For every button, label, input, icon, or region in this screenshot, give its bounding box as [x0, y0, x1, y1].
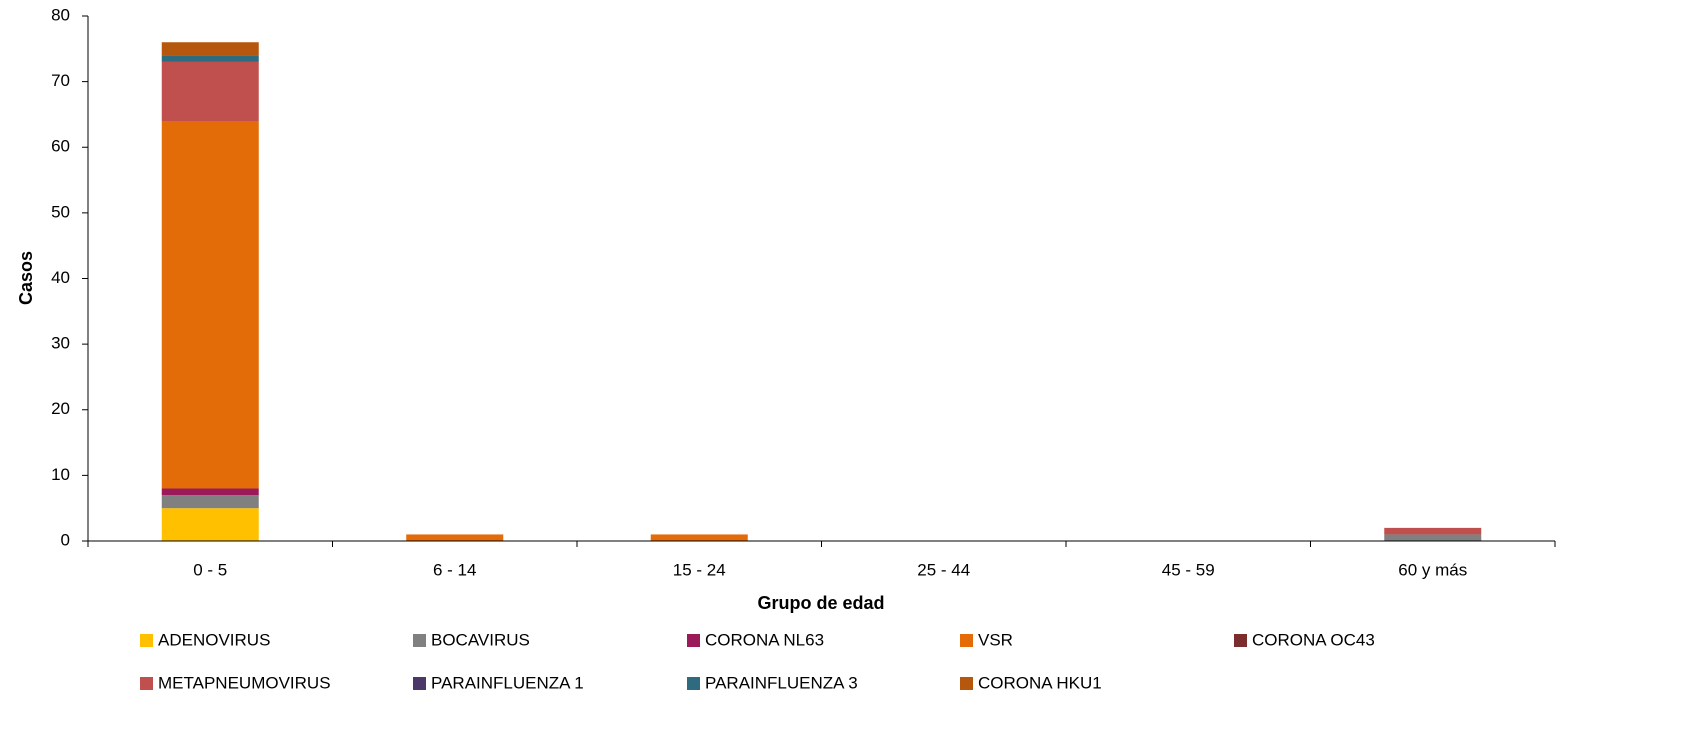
- y-tick-label: 20: [51, 399, 70, 418]
- y-axis-label: Casos: [16, 251, 36, 305]
- bar-segment: [162, 489, 259, 496]
- bar-segment: [162, 55, 259, 62]
- legend-label: CORONA OC43: [1252, 630, 1375, 649]
- bar-segment: [162, 495, 259, 508]
- y-tick-label: 40: [51, 268, 70, 287]
- x-tick-label: 25 - 44: [917, 560, 970, 579]
- chart: Casos Grupo de edad 0 10 20 30 40 50 60 70 80 0 -…: [0, 0, 1698, 751]
- bar-segment: [162, 121, 259, 489]
- y-tick-label: 80: [51, 5, 70, 24]
- legend-label: METAPNEUMOVIRUS: [158, 673, 331, 692]
- x-tick-label: 45 - 59: [1162, 560, 1215, 579]
- legend-swatch: [960, 677, 973, 690]
- x-axis-label: Grupo de edad: [757, 593, 884, 613]
- legend-swatch: [413, 634, 426, 647]
- legend-label: CORONA HKU1: [978, 673, 1102, 692]
- legend-swatch: [960, 634, 973, 647]
- legend-label: VSR: [978, 630, 1013, 649]
- legend-label: CORONA NL63: [705, 630, 824, 649]
- y-tick-label: 50: [51, 202, 70, 221]
- legend-swatch: [140, 677, 153, 690]
- legend-swatch: [1234, 634, 1247, 647]
- bar-segment: [651, 534, 748, 541]
- x-tick-label: 0 - 5: [193, 560, 227, 579]
- legend-swatch: [687, 677, 700, 690]
- y-tick-label: 60: [51, 137, 70, 156]
- bar-segment: [162, 42, 259, 55]
- x-tick-label: 60 y más: [1398, 560, 1467, 579]
- bar-segment: [1384, 534, 1481, 541]
- bar-segment: [162, 508, 259, 541]
- y-tick-label: 10: [51, 465, 70, 484]
- x-tick-label: 15 - 24: [673, 560, 726, 579]
- y-tick-label: 70: [51, 71, 70, 90]
- bar-segment: [162, 62, 259, 121]
- bar-segment: [1384, 528, 1481, 535]
- x-tick-label: 6 - 14: [433, 560, 476, 579]
- legend-label: ADENOVIRUS: [158, 630, 270, 649]
- legend-swatch: [687, 634, 700, 647]
- legend-label: PARAINFLUENZA 3: [705, 673, 858, 692]
- legend-label: BOCAVIRUS: [431, 630, 530, 649]
- y-tick-label: 30: [51, 334, 70, 353]
- bar-segment: [406, 534, 503, 541]
- legend-swatch: [413, 677, 426, 690]
- legend-label: PARAINFLUENZA 1: [431, 673, 584, 692]
- legend-swatch: [140, 634, 153, 647]
- y-tick-label: 0: [61, 530, 70, 549]
